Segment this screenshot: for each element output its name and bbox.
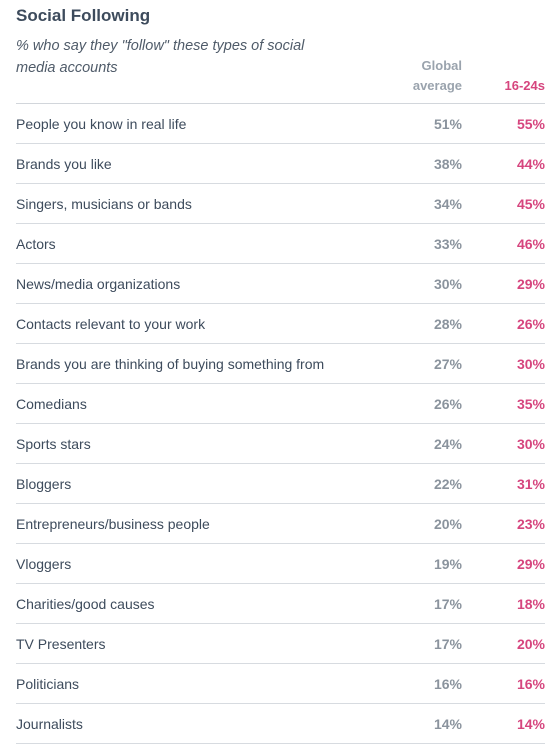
row-label: People you know in real life: [16, 104, 382, 144]
global-value: 26%: [382, 383, 462, 424]
row-label: News/media organizations: [16, 263, 382, 304]
global-value: 17%: [382, 623, 462, 664]
global-value: 24%: [382, 423, 462, 464]
global-value: 34%: [382, 183, 462, 224]
youth-value: 23%: [462, 503, 545, 544]
youth-value: 14%: [462, 703, 545, 744]
row-label: Sports stars: [16, 423, 382, 464]
global-value: 19%: [382, 543, 462, 584]
table-row: Bloggers 22% 31%: [16, 463, 545, 504]
row-label: TV Presenters: [16, 623, 382, 664]
youth-value: 20%: [462, 623, 545, 664]
youth-value: 29%: [462, 543, 545, 584]
table-row: TV Presenters 17% 20%: [16, 623, 545, 664]
table-row: Comedians 26% 35%: [16, 383, 545, 424]
table-row: Entrepreneurs/business people 20% 23%: [16, 503, 545, 544]
row-label: Politicians: [16, 663, 382, 704]
table-row: People you know in real life 51% 55%: [16, 104, 545, 144]
global-value: 28%: [382, 303, 462, 344]
global-value: 17%: [382, 583, 462, 624]
youth-value: 46%: [462, 223, 545, 264]
global-value: 51%: [382, 104, 462, 144]
row-label: Vloggers: [16, 543, 382, 584]
column-header-youth: 16-24s: [504, 78, 545, 93]
youth-value: 26%: [462, 303, 545, 344]
youth-value: 31%: [462, 463, 545, 504]
global-value: 20%: [382, 503, 462, 544]
table-row: Journalists 14% 14%: [16, 703, 545, 744]
chart-title: Social Following: [16, 6, 151, 25]
global-value: 27%: [382, 343, 462, 384]
row-label: Bloggers: [16, 463, 382, 504]
table-row: News/media organizations 30% 29%: [16, 263, 545, 304]
youth-value: 45%: [462, 183, 545, 224]
global-value: 33%: [382, 223, 462, 264]
global-value: 38%: [382, 143, 462, 184]
header-divider: [16, 103, 545, 104]
table-row: Charities/good causes 17% 18%: [16, 583, 545, 624]
chart-subtitle: % who say they "follow" these types of s…: [16, 38, 305, 76]
row-label: Contacts relevant to your work: [16, 303, 382, 344]
row-label: Charities/good causes: [16, 583, 382, 624]
row-label: Entrepreneurs/business people: [16, 503, 382, 544]
global-value: 22%: [382, 463, 462, 504]
youth-value: 30%: [462, 423, 545, 464]
row-label: Comedians: [16, 383, 382, 424]
row-label: Brands you are thinking of buying someth…: [16, 343, 382, 384]
youth-value: 55%: [462, 104, 545, 144]
global-value: 16%: [382, 663, 462, 704]
youth-value: 29%: [462, 263, 545, 304]
row-label: Actors: [16, 223, 382, 264]
table-row: Brands you like 38% 44%: [16, 143, 545, 184]
column-header-global: Global average: [412, 58, 462, 93]
row-label: Journalists: [16, 703, 382, 744]
row-label: Brands you like: [16, 143, 382, 184]
table-row: Brands you are thinking of buying someth…: [16, 343, 545, 384]
youth-value: 16%: [462, 663, 545, 704]
table-row: Sports stars 24% 30%: [16, 423, 545, 464]
youth-value: 35%: [462, 383, 545, 424]
global-value: 14%: [382, 703, 462, 744]
table-row: Actors 33% 46%: [16, 223, 545, 264]
youth-value: 30%: [462, 343, 545, 384]
row-label: Singers, musicians or bands: [16, 183, 382, 224]
table-row: Singers, musicians or bands 34% 45%: [16, 183, 545, 224]
data-table: People you know in real life 51% 55% Brands…: [16, 104, 545, 744]
youth-value: 18%: [462, 583, 545, 624]
table-row: Contacts relevant to your work 28% 26%: [16, 303, 545, 344]
table-row: Politicians 16% 16%: [16, 663, 545, 704]
table-row: Vloggers 19% 29%: [16, 543, 545, 584]
global-value: 30%: [382, 263, 462, 304]
youth-value: 44%: [462, 143, 545, 184]
